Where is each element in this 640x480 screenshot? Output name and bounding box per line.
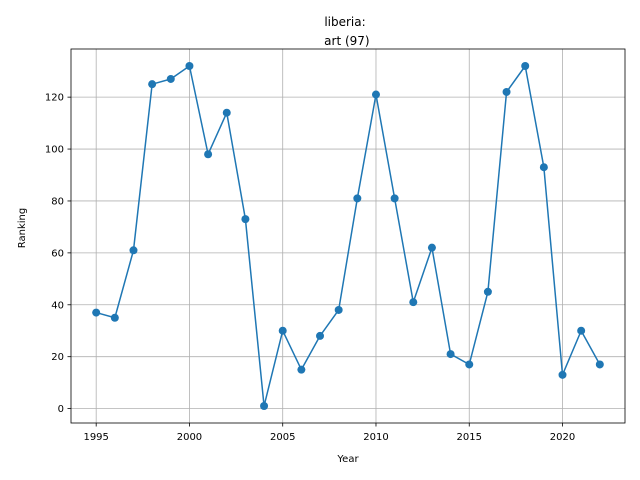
y-tick-label: 100	[45, 145, 64, 156]
x-tick-label: 2015	[457, 432, 482, 443]
data-point	[483, 287, 492, 296]
plot-frame	[70, 48, 626, 424]
series-ranking	[92, 62, 604, 410]
data-point	[222, 108, 231, 117]
data-point	[353, 194, 362, 203]
data-point	[278, 326, 287, 335]
y-tick-label: 20	[51, 352, 64, 363]
data-point	[297, 365, 306, 374]
x-tick-label: 2020	[550, 432, 575, 443]
data-point	[204, 150, 213, 159]
y-tick-label: 40	[51, 300, 64, 311]
chart-title-line-2: art (97)	[320, 34, 369, 48]
data-point	[502, 87, 511, 96]
y-tick-label: 80	[51, 196, 64, 207]
y-axis-title: Ranking	[17, 208, 28, 248]
data-point	[92, 308, 101, 317]
data-point	[185, 62, 194, 70]
y-tick-label: 60	[51, 248, 64, 259]
data-point	[558, 370, 567, 379]
data-point	[446, 350, 455, 359]
data-point	[521, 62, 530, 70]
data-point	[595, 360, 604, 369]
y-tick-label: 120	[45, 93, 64, 104]
series-line	[95, 65, 601, 407]
x-tick-label: 2000	[177, 432, 202, 443]
data-point	[465, 360, 474, 369]
data-point	[427, 243, 436, 252]
chart-title-line-1: liberia:	[324, 15, 365, 29]
data-point	[371, 90, 380, 99]
data-point	[539, 163, 548, 172]
data-point	[260, 402, 269, 410]
data-point	[166, 74, 175, 83]
x-axis-title: Year	[336, 454, 359, 465]
x-tick-label: 1995	[83, 432, 108, 443]
y-tick-label: 0	[58, 404, 64, 415]
x-tick-label: 2010	[363, 432, 388, 443]
x-tick-label: 2005	[270, 432, 295, 443]
data-point	[316, 331, 325, 340]
data-point	[110, 313, 119, 322]
axes: 1995 2000 2005 2010 2015 2020 0 20 40 60 80 100 120	[45, 48, 626, 443]
data-point	[241, 215, 250, 224]
data-point	[390, 194, 399, 203]
data-point	[409, 298, 418, 307]
data-point	[577, 326, 586, 335]
data-point	[129, 246, 138, 255]
data-point	[148, 80, 157, 89]
data-point	[334, 305, 343, 314]
